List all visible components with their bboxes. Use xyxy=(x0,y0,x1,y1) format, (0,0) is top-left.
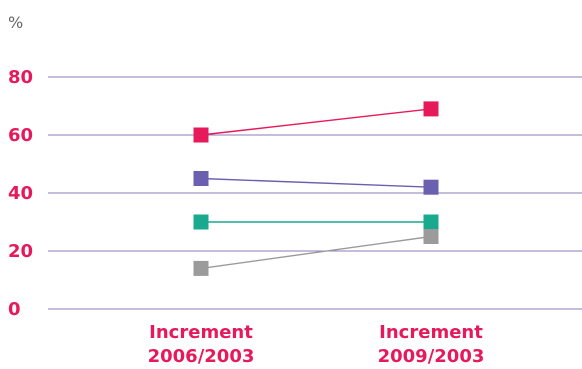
y-axis-ticks: 0 20 40 60 80 xyxy=(8,67,33,320)
series-1 xyxy=(193,171,439,195)
data-point-0-0 xyxy=(193,127,209,143)
y-tick-label-80: 80 xyxy=(8,67,33,88)
y-tick-label-40: 40 xyxy=(8,183,33,204)
data-point-3-0 xyxy=(193,260,209,276)
series-3 xyxy=(193,229,439,276)
data-point-1-1 xyxy=(423,179,439,195)
series-2 xyxy=(193,214,439,230)
data-point-0-1 xyxy=(423,101,439,117)
grid-layer xyxy=(48,76,582,310)
x-tick-label-line: Increment xyxy=(149,322,253,343)
y-unit-label: % xyxy=(8,13,23,32)
x-tick-label-line: 2006/2003 xyxy=(148,346,255,367)
series-line-0 xyxy=(200,108,432,136)
data-point-2-1 xyxy=(423,214,439,230)
data-point-1-0 xyxy=(193,171,209,186)
x-tick-label-line: 2009/2003 xyxy=(378,346,485,367)
series-layer xyxy=(193,101,439,276)
y-tick-label-60: 60 xyxy=(8,125,33,146)
y-tick-label-0: 0 xyxy=(8,299,21,320)
x-tick-label-line: Increment xyxy=(379,322,483,343)
data-point-2-0 xyxy=(193,214,209,230)
x-axis-ticks: Increment 2006/2003 Increment 2009/2003 xyxy=(148,322,485,367)
series-0 xyxy=(193,101,439,143)
series-line-1 xyxy=(200,177,432,188)
y-tick-label-20: 20 xyxy=(8,241,33,262)
data-point-3-1 xyxy=(423,229,439,244)
series-line-3 xyxy=(200,235,432,270)
x-tick-label-1: Increment 2009/2003 xyxy=(378,322,485,367)
x-tick-label-0: Increment 2006/2003 xyxy=(148,322,255,367)
